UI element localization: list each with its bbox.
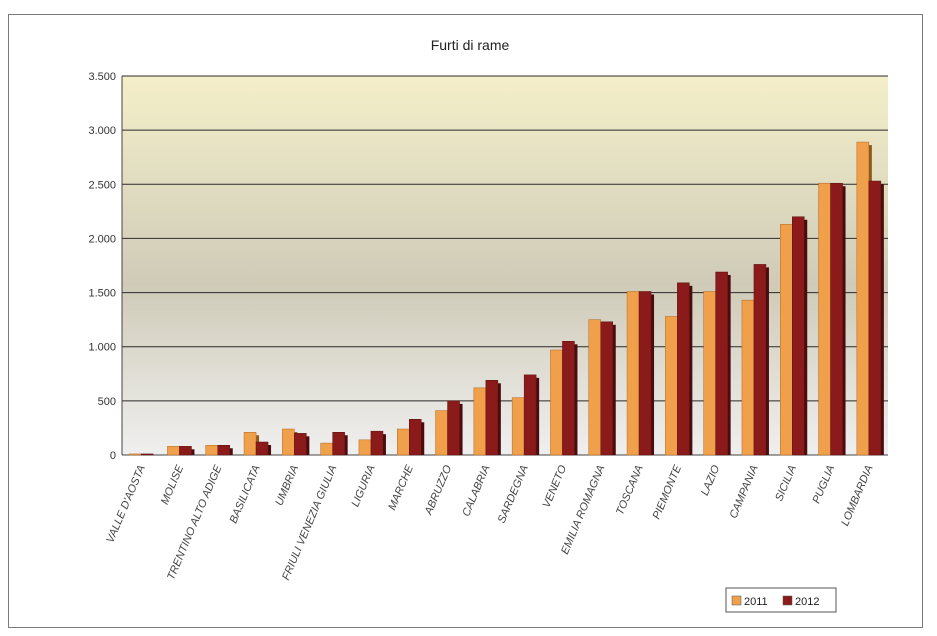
bar-2012: [485, 380, 499, 456]
bar-2012: [792, 216, 805, 456]
bar-side-2012: [536, 377, 540, 455]
bar-side-2012: [765, 267, 769, 455]
bar-2011: [626, 291, 640, 456]
x-tick-label: MOLISE: [159, 463, 187, 507]
bar-2012: [868, 180, 882, 456]
bar-2012: [409, 419, 422, 456]
bar-side-2012: [689, 285, 693, 455]
x-tick-label: SARDEGNA: [496, 463, 531, 525]
legend-swatch-2012: [782, 595, 793, 606]
bar-2012: [830, 182, 843, 456]
bar-side-2012: [382, 434, 386, 455]
bar-side-2012: [804, 219, 808, 455]
x-tick-label: TOSCANA: [614, 463, 646, 516]
x-tick-label: LAZIO: [699, 463, 723, 497]
legend-swatch-2011: [731, 595, 742, 606]
x-tick-label: LOMBARDIA: [839, 463, 875, 527]
y-tick-label: 3.000: [88, 125, 116, 137]
bar-2012: [562, 341, 575, 456]
x-tick-label: EMILIA ROMAGNA: [559, 463, 607, 556]
bar-2012: [140, 453, 154, 456]
bar-side-2012: [344, 435, 348, 455]
chart-title: Furti di rame: [431, 37, 510, 53]
bar-2011: [205, 445, 218, 456]
bar-2011: [167, 446, 180, 456]
plot-area: [122, 76, 888, 455]
bar-2011: [741, 299, 755, 456]
y-tick-label: 2.000: [88, 233, 116, 245]
y-tick-label: 0: [110, 450, 116, 462]
bar-2012: [677, 282, 690, 456]
bar-side-2012: [497, 383, 501, 455]
bar-2012: [370, 430, 384, 456]
bar-2011: [243, 432, 257, 456]
bar-2011: [780, 224, 793, 456]
bar-2011: [703, 291, 716, 456]
bar-2011: [358, 439, 372, 456]
bar-2011: [320, 442, 333, 456]
bar-2011: [511, 397, 525, 456]
x-tick-label: PIEMONTE: [651, 463, 685, 521]
y-tick-label: 500: [98, 396, 116, 408]
bar-2012: [179, 446, 192, 456]
bar-side-2012: [651, 294, 655, 455]
legend-label-2011: 2011: [744, 596, 768, 608]
bar-side-2012: [229, 448, 233, 455]
x-tick-label: UMBRIA: [273, 463, 301, 507]
x-tick-label: CAMPANIA: [728, 463, 761, 520]
bar-side-2012: [880, 184, 884, 455]
x-tick-label: VALLE D'AOSTA: [104, 463, 148, 544]
y-tick-label: 1.000: [88, 342, 116, 354]
x-tick-label: BASILICATA: [228, 463, 263, 525]
bar-2012: [217, 445, 230, 456]
y-tick-label: 1.500: [88, 288, 116, 300]
bar-2012: [715, 271, 728, 456]
bar-2011: [550, 349, 563, 456]
legend: 2011 2012: [725, 587, 837, 613]
bar-2012: [600, 321, 613, 456]
bar-2012: [332, 432, 345, 456]
bar-2012: [753, 264, 767, 456]
bar-side-2012: [842, 186, 846, 455]
x-tick-label: CALABRIA: [460, 463, 492, 518]
x-tick-label: LIGURIA: [349, 463, 377, 508]
bar-2011: [665, 316, 678, 456]
bar-side-2012: [727, 274, 731, 455]
bar-side-2012: [306, 436, 310, 455]
bar-2012: [523, 374, 537, 456]
bar-2012: [447, 400, 460, 456]
bar-side-2012: [459, 403, 463, 455]
bar-2011: [856, 141, 870, 456]
x-tick-label: PUGLIA: [810, 463, 837, 505]
bar-side-2012: [421, 422, 425, 455]
bar-2011: [397, 428, 410, 456]
x-tick-label: MARCHE: [386, 463, 416, 512]
bar-side-2012: [268, 445, 272, 455]
x-tick-label: VENETO: [541, 463, 570, 510]
bar-2011: [128, 453, 142, 456]
x-tick-label: ABRUZZO: [422, 463, 454, 517]
bar-2012: [255, 441, 269, 456]
bar-2012: [638, 291, 652, 456]
y-tick-label: 3.500: [88, 71, 116, 83]
y-tick-label: 2.500: [88, 179, 116, 191]
bar-side-2012: [191, 449, 195, 455]
bar-side-2012: [574, 344, 578, 455]
bar-2011: [473, 387, 487, 456]
bar-2012: [294, 433, 307, 456]
legend-label-2012: 2012: [795, 596, 819, 608]
x-tick-label: SICILIA: [773, 463, 799, 503]
bar-2011: [282, 428, 295, 456]
bar-2011: [435, 410, 448, 456]
bar-side-2012: [612, 324, 616, 455]
bar-2011: [588, 319, 601, 456]
bar-2011: [818, 182, 831, 456]
